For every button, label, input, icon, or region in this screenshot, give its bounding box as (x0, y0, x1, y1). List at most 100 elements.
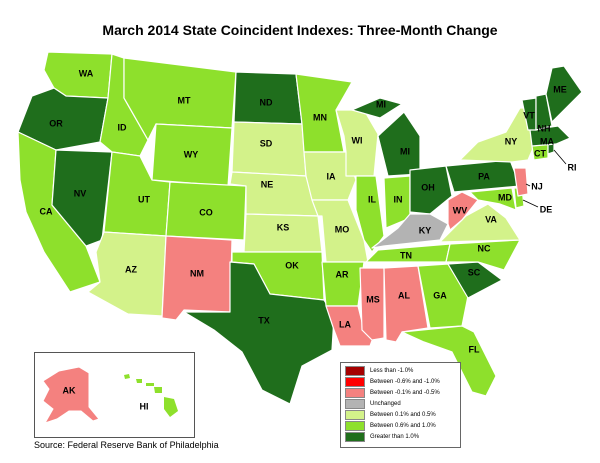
state-HI (164, 397, 178, 417)
label-ME: ME (553, 84, 567, 94)
label-AZ: AZ (125, 264, 137, 274)
state-NJ (513, 167, 529, 197)
state-OH (409, 165, 453, 215)
legend-label: Between -0.1% and -0.5% (370, 390, 440, 396)
leader-RI (553, 149, 567, 165)
leader-NJ (525, 183, 531, 187)
map-title: March 2014 State Coincident Indexes: Thr… (102, 22, 498, 38)
state-MA (529, 125, 571, 147)
legend-swatch (345, 377, 365, 387)
label-GA: GA (433, 290, 447, 300)
label-KS: KS (277, 222, 290, 232)
state-MD (469, 187, 517, 211)
label-NY: NY (505, 136, 518, 146)
label-NH: NH (538, 123, 551, 133)
state-NV (51, 149, 113, 247)
legend: Less than -1.0% Between -0.6% and -1.0% Be… (340, 362, 461, 448)
label-WA: WA (79, 68, 94, 78)
hawaii-inset: HI (110, 352, 195, 438)
label-CA: CA (40, 206, 53, 216)
legend-swatch (345, 432, 365, 442)
state-MI (377, 111, 421, 177)
label-NE: NE (261, 179, 274, 189)
label-UT: UT (138, 194, 150, 204)
legend-item: Greater than 1.0% (345, 432, 456, 442)
label-FL: FL (469, 344, 480, 354)
label-OH: OH (421, 182, 435, 192)
label-MD: MD (498, 192, 512, 202)
label-MI: MI (400, 146, 410, 156)
label-TX: TX (258, 315, 270, 325)
label-IL: IL (368, 194, 377, 204)
alaska-map: AK (42, 366, 100, 424)
label-IA: IA (327, 171, 337, 181)
label-ID: ID (118, 122, 128, 132)
label-WI: WI (352, 135, 363, 145)
label-NC: NC (478, 243, 491, 253)
state-HI-maui (154, 387, 162, 393)
alaska-inset: AK (34, 352, 112, 438)
label-SD: SD (260, 138, 273, 148)
state-KS (243, 213, 323, 253)
legend-label: Between -0.6% and -1.0% (370, 379, 440, 385)
state-SC (447, 261, 503, 299)
legend-label: Between 0.6% and 1.0% (370, 423, 436, 429)
source-note: Source: Federal Reserve Bank of Philadel… (34, 440, 219, 450)
legend-swatch (345, 388, 365, 398)
label-VT: VT (523, 110, 535, 120)
label-NJ: NJ (531, 181, 543, 191)
legend-label: Less than -1.0% (370, 368, 414, 374)
state-SD (231, 121, 307, 177)
state-MS (359, 267, 385, 341)
label-AK: AK (63, 385, 76, 395)
state-HI-kauai (124, 374, 130, 379)
label-MO: MO (335, 224, 350, 234)
legend-swatch (345, 410, 365, 420)
label-ND: ND (260, 97, 273, 107)
hawaii-map: HI (124, 374, 178, 417)
legend-item: Between -0.1% and -0.5% (345, 388, 456, 398)
legend-item: Between 0.6% and 1.0% (345, 421, 456, 431)
label-NV: NV (74, 188, 87, 198)
legend-item: Less than -1.0% (345, 366, 456, 376)
state-GA (417, 263, 469, 329)
label-KY: KY (419, 225, 432, 235)
state-TX (183, 261, 335, 405)
label-TN: TN (400, 250, 412, 260)
state-NM (161, 235, 233, 321)
label-WY: WY (184, 149, 199, 159)
legend-item: Unchanged (345, 399, 456, 409)
legend-item: Between 0.1% and 0.5% (345, 410, 456, 420)
label-VA: VA (485, 214, 497, 224)
label-MN: MN (313, 112, 327, 122)
label-IN: IN (394, 194, 403, 204)
label-LA: LA (339, 319, 351, 329)
label-OK: OK (285, 260, 299, 270)
legend-label: Unchanged (370, 401, 401, 407)
label-MT: MT (178, 95, 191, 105)
state-KY (371, 213, 449, 249)
state-MI-upper (351, 97, 403, 119)
legend-swatch (345, 366, 365, 376)
label-WV: WV (453, 205, 468, 215)
state-AK (42, 366, 100, 424)
state-HI-molokai (146, 383, 154, 386)
label-MI-upper: MI (376, 99, 386, 109)
state-NC (445, 239, 521, 271)
label-MA: MA (540, 136, 554, 146)
label-HI: HI (140, 401, 149, 411)
legend-swatch (345, 421, 365, 431)
state-ME (545, 65, 583, 123)
state-CO (165, 181, 247, 241)
label-PA: PA (478, 171, 490, 181)
state-FL (401, 325, 497, 397)
label-NM: NM (190, 268, 204, 278)
label-AL: AL (398, 290, 410, 300)
legend-swatch (345, 399, 365, 409)
label-MS: MS (366, 294, 380, 304)
label-RI: RI (568, 162, 577, 172)
legend-label: Between 0.1% and 0.5% (370, 412, 436, 418)
label-AR: AR (336, 269, 349, 279)
leader-DE (522, 199, 539, 208)
